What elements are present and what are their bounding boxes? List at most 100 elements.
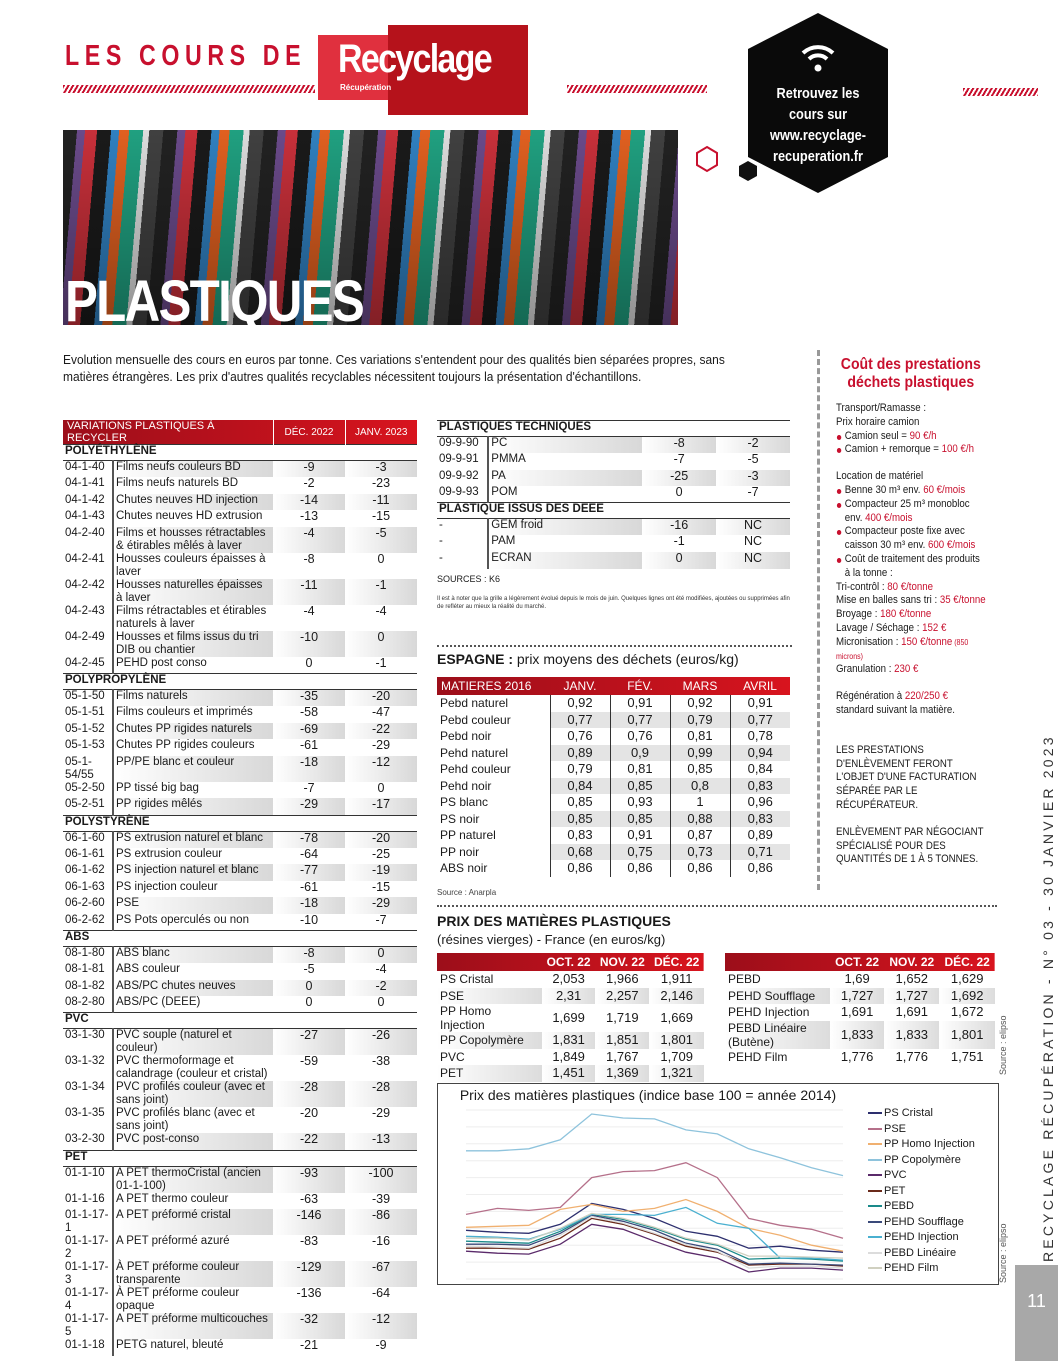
dec-value: -35 xyxy=(273,689,345,707)
table-cell: PP Copolymère xyxy=(437,1032,542,1049)
table-cell: 1,369 xyxy=(595,1065,650,1082)
table-row: PP Homo Injection 1,699 1,719 1,669 xyxy=(437,1004,704,1032)
table-row: Pehd couleur 0,79 0,81 0,85 0,84 xyxy=(437,761,790,778)
item-code: 04-2-40 xyxy=(63,526,114,553)
table-row: 05-2-51 PP rigides mêlés -29 -17 xyxy=(63,798,417,816)
item-label: GEM froid xyxy=(488,518,643,536)
item-code: 01-1-17-5 xyxy=(63,1313,114,1340)
dec-value: -1 xyxy=(673,534,685,549)
dotted-divider xyxy=(437,645,792,647)
column-header: OCT. 22 xyxy=(546,955,591,969)
jan-value: 0 xyxy=(345,630,417,657)
billing-notice: LES PRESTATIONS D'ENLÈVEMENT FERONT L'OB… xyxy=(836,743,977,811)
dec-value: -4 xyxy=(273,526,345,553)
price-extra: (850 microns) xyxy=(836,637,969,661)
table-cell: 0,83 xyxy=(549,827,610,844)
jan-value: -1 xyxy=(375,655,387,670)
table-row: PS blanc 0,85 0,93 1 0,96 xyxy=(437,794,790,811)
price-value: 100 €/h xyxy=(941,443,974,456)
table-row: PVC 1,849 1,767 1,709 xyxy=(437,1049,704,1066)
dec-value: -77 xyxy=(273,864,345,881)
table-cell: PEHD Soufflage xyxy=(725,987,830,1004)
table-cell: 0,68 xyxy=(549,843,610,860)
jan-value: -19 xyxy=(345,864,417,881)
column-header: VARIATIONS PLASTIQUES À RECYCLER xyxy=(67,420,215,444)
table-cell: PET xyxy=(437,1065,542,1082)
table-cell: 1,833 xyxy=(830,1020,885,1049)
column-header: DÉC. 22 xyxy=(944,955,990,969)
item-label: PS extrusion naturel et blanc xyxy=(113,831,273,848)
table-row: 06-2-60 PSE -18 -29 xyxy=(63,897,417,914)
table-cell: 0,86 xyxy=(729,860,790,877)
table-row: PEBD 1,69 1,652 1,629 xyxy=(725,971,995,988)
dec-value: 0 xyxy=(642,552,717,569)
price-label: Mise en balles sans tri : xyxy=(836,594,940,607)
table-cell: 1 xyxy=(669,794,730,811)
item-code: 09-9-92 xyxy=(437,469,490,487)
table-row: 03-1-32 PVC thermoformage et calandrage (… xyxy=(63,1055,417,1082)
dec-value: -29 xyxy=(273,798,345,816)
item-code: 06-1-61 xyxy=(63,847,114,865)
chart-plot xyxy=(465,1109,844,1280)
jan-value: -86 xyxy=(345,1209,417,1236)
item-label: ABS/PC (DEEE) xyxy=(116,996,201,1009)
table-cell: 0,91 xyxy=(609,695,670,712)
table-row: 03-1-30 PVC souple (naturel et couleur) -2… xyxy=(63,1028,417,1056)
item-code: 05-1-54/55 xyxy=(63,755,114,782)
dec-value: -69 xyxy=(273,722,345,740)
jan-value: -25 xyxy=(371,846,391,861)
item-code: 08-1-81 xyxy=(63,963,114,980)
item-code: 06-2-60 xyxy=(63,897,114,914)
table-cell: 0,85 xyxy=(669,761,730,778)
table-cell: 1,801 xyxy=(939,1020,995,1049)
table-row: 04-2-43 Films rétractables et étirables n… xyxy=(63,603,417,631)
item-code: 09-9-90 xyxy=(437,436,490,454)
group-name: POLYPROPYLÈNE xyxy=(63,672,417,690)
table-cell: 0,84 xyxy=(729,761,790,778)
item-label: PP/PE blanc et couleur xyxy=(113,755,273,782)
table-row: 03-1-34 PVC profilés couleur (avec et san… xyxy=(63,1081,417,1108)
jan-value: -13 xyxy=(345,1133,417,1151)
item-label: Chutes neuves HD injection xyxy=(113,493,273,511)
item-label: PVC post-conso xyxy=(113,1133,273,1151)
table-row: ABS noir 0,86 0,86 0,86 0,86 xyxy=(437,860,790,877)
table-cell: 0,91 xyxy=(609,827,670,844)
price-item: Lavage / Séchage : 152 € xyxy=(836,622,986,636)
running-title: RECYCLAGE RÉCUPÉRATION - N° 03 - 30 JANV… xyxy=(1040,734,1056,1262)
column-header: AVRIL xyxy=(743,679,777,693)
table-row: 09-9-93 POM 0 -7 xyxy=(437,486,790,503)
table-row: 03-2-30 PVC post-conso -22 -13 xyxy=(63,1133,417,1151)
table-cell: 1,691 xyxy=(840,1004,874,1020)
price-item: Compacteur poste fixe avec caisson 30 m³… xyxy=(836,525,986,553)
table-cell: PP Homo Injection xyxy=(440,1004,492,1032)
table-cell: 0,85 xyxy=(609,777,670,794)
item-code: - xyxy=(437,518,490,536)
price-label: Camion + remorque = xyxy=(844,443,942,456)
table-cell: Pebd couleur xyxy=(440,712,511,727)
item-label: PEHD post conso xyxy=(116,656,207,669)
jan-value: -4 xyxy=(375,603,387,618)
table-cell: 0,73 xyxy=(669,843,730,860)
spain-title-rest: prix moyens des déchets (euros/kg) xyxy=(512,651,739,667)
item-code: 05-2-50 xyxy=(63,781,114,799)
jan-value: -23 xyxy=(371,476,391,491)
table-cell: Pehd couleur xyxy=(440,762,511,777)
table-row: - GEM froid -16 NC xyxy=(437,518,790,536)
item-label: PP tissé big bag xyxy=(116,781,199,794)
column-header: JANV. 2023 xyxy=(344,420,417,445)
table-row: 08-1-80 ABS blanc -8 0 xyxy=(63,946,417,964)
dec-value: -7 xyxy=(303,780,315,795)
price-label: Tri-contrôl : xyxy=(836,580,888,593)
table-cell: PVC xyxy=(440,1049,465,1064)
page-number: 11 xyxy=(1015,1265,1058,1361)
item-code: 01-1-17-2 xyxy=(63,1235,114,1262)
table-cell: 0,83 xyxy=(729,810,790,827)
item-code: 01-1-17-4 xyxy=(63,1287,114,1314)
table-cell: 1,652 xyxy=(895,971,929,987)
item-code: 06-1-60 xyxy=(63,831,114,848)
legend-label: PP Copolymère xyxy=(884,1153,961,1166)
price-value: 35 €/tonne xyxy=(939,594,986,607)
website-promo[interactable]: Retrouvez les cours sur www.recyclage-re… xyxy=(748,13,888,193)
group-header-row: POLYSTYRÈNE xyxy=(63,814,417,832)
table-row: 01-1-17-1 A PET préformé cristal -146 -86 xyxy=(63,1209,417,1236)
